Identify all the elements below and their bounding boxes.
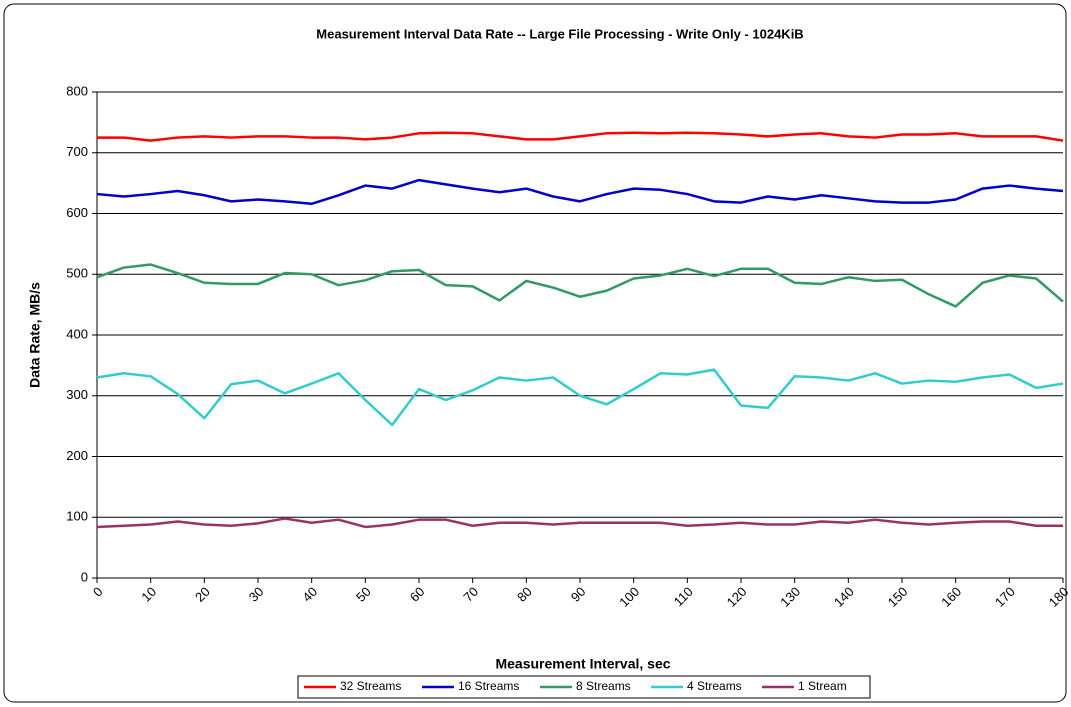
legend-box <box>297 675 871 699</box>
legend-label: 4 Streams <box>687 679 742 693</box>
legend-label: 16 Streams <box>458 679 519 693</box>
series-line <box>96 368 1064 427</box>
y-tick-label: 700 <box>66 144 88 159</box>
x-axis-label: Measurement Interval, sec <box>495 656 670 672</box>
y-tick-label: 0 <box>81 569 88 584</box>
chart-title: Measurement Interval Data Rate -- Large … <box>316 26 803 41</box>
y-tick-label: 200 <box>66 448 88 463</box>
y-tick-label: 400 <box>66 326 88 341</box>
series-line <box>96 517 1063 529</box>
y-axis-label: Data Rate, MB/s <box>27 282 43 388</box>
y-tick-label: 600 <box>66 205 88 220</box>
y-tick-label: 300 <box>66 387 88 402</box>
legend: 32 Streams 16 Streams 8 Streams 4 Streams 1 … <box>297 675 871 699</box>
series-line <box>97 131 1064 142</box>
legend-label: 1 Stream <box>798 679 847 693</box>
series-line <box>96 263 1064 308</box>
chart-frame <box>3 3 1067 703</box>
legend-label: 8 Streams <box>576 679 631 693</box>
y-tick-label: 500 <box>66 266 88 281</box>
y-tick-label: 100 <box>66 509 88 524</box>
legend-label: 32 Streams <box>340 679 401 693</box>
series-line <box>96 178 1064 206</box>
y-tick-label: 800 <box>66 83 88 98</box>
